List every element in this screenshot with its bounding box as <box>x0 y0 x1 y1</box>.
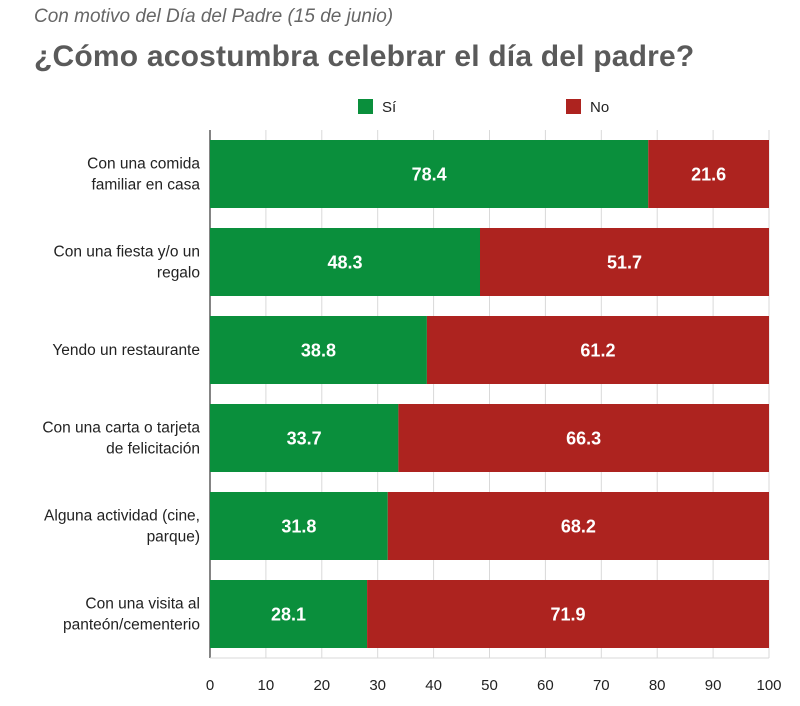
category-label: Con una comida <box>87 156 200 173</box>
category-label: Alguna actividad (cine, <box>44 508 200 525</box>
data-label: 33.7 <box>287 429 322 449</box>
category-label: regalo <box>157 265 200 282</box>
bar-no <box>367 580 769 648</box>
bar-no <box>398 404 769 472</box>
data-label: 38.8 <box>301 341 336 361</box>
bar-si <box>210 316 427 384</box>
data-label: 61.2 <box>580 341 615 361</box>
category-label: Con una carta o tarjeta <box>42 420 200 437</box>
bar-si <box>210 580 368 648</box>
legend-label-si: Sí <box>382 99 397 116</box>
x-tick-label: 20 <box>313 677 330 694</box>
x-tick-label: 90 <box>705 677 722 694</box>
bar-si <box>210 228 480 296</box>
x-tick-label: 100 <box>756 677 781 694</box>
bar-si <box>210 492 388 560</box>
chart-subtitle: Con motivo del Día del Padre (15 de juni… <box>34 6 394 27</box>
bar-si <box>210 404 399 472</box>
chart-title: ¿Cómo acostumbra celebrar el día del pad… <box>34 40 695 73</box>
data-label: 78.4 <box>412 165 447 185</box>
legend-label-no: No <box>590 99 609 116</box>
bar-no <box>426 316 769 384</box>
x-tick-label: 50 <box>481 677 498 694</box>
x-tick-label: 80 <box>649 677 666 694</box>
data-label: 51.7 <box>607 253 642 273</box>
x-tick-label: 40 <box>425 677 442 694</box>
x-tick-label: 30 <box>369 677 386 694</box>
data-label: 68.2 <box>561 517 596 537</box>
data-label: 28.1 <box>271 605 306 625</box>
category-label: familiar en casa <box>91 177 200 194</box>
data-label: 48.3 <box>327 253 362 273</box>
category-label: Yendo un restaurante <box>52 342 200 359</box>
bar-no <box>648 140 769 208</box>
x-tick-label: 70 <box>593 677 610 694</box>
category-label: Con una visita al <box>85 596 200 613</box>
category-label: de felicitación <box>106 441 200 458</box>
x-tick-label: 60 <box>537 677 554 694</box>
legend-swatch-no <box>566 99 581 114</box>
category-label: parque) <box>147 529 200 546</box>
data-label: 71.9 <box>551 605 586 625</box>
data-label: 66.3 <box>566 429 601 449</box>
category-label: panteón/cementerio <box>63 617 200 634</box>
data-label: 31.8 <box>281 517 316 537</box>
legend-swatch-si <box>358 99 373 114</box>
data-label: 21.6 <box>691 165 726 185</box>
bar-no <box>479 228 769 296</box>
x-tick-label: 0 <box>206 677 214 694</box>
bar-si <box>210 140 649 208</box>
category-label: Con una fiesta y/o un <box>54 244 201 261</box>
x-tick-label: 10 <box>258 677 275 694</box>
bar-no <box>387 492 769 560</box>
